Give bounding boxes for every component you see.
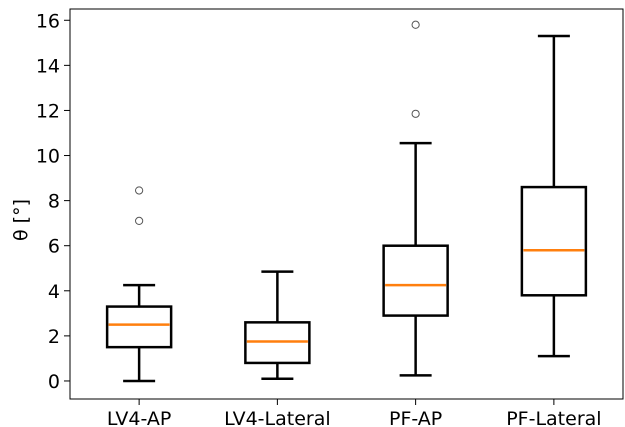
y-tick-label: 12: [36, 100, 60, 122]
y-axis: 0 2 4 6 8 10 12 14 16: [36, 10, 70, 393]
outlier-point: [135, 216, 144, 226]
box-group: [382, 20, 449, 377]
x-tick-label: PF-Lateral: [506, 408, 601, 427]
box-group: [105, 186, 173, 383]
y-tick-label: 0: [48, 371, 60, 393]
x-tick-label: LV4-Lateral: [224, 408, 331, 427]
y-axis-label: θ [°]: [10, 199, 32, 241]
outlier-point: [411, 20, 420, 29]
x-tick-label: PF-AP: [389, 408, 442, 427]
y-tick-label: 2: [48, 326, 60, 348]
iqr-box: [520, 185, 588, 297]
box-group: [244, 270, 311, 380]
y-tick-label: 6: [48, 236, 60, 258]
outlier-point: [135, 186, 144, 195]
y-tick-label: 16: [36, 10, 60, 32]
y-tick-label: 4: [48, 281, 60, 303]
y-tick-label: 8: [48, 191, 60, 213]
x-axis: LV4-AP LV4-Lateral PF-AP PF-Lateral: [107, 399, 602, 427]
boxes: [105, 20, 588, 383]
iqr-box: [382, 244, 449, 317]
plot-area: [69, 8, 624, 400]
y-tick-label: 14: [36, 55, 60, 77]
iqr-box: [105, 305, 173, 349]
y-tick-label: 10: [36, 146, 60, 168]
plot-frame: [69, 8, 624, 400]
x-tick-label: LV4-AP: [107, 408, 171, 427]
box-group: [520, 34, 588, 358]
outlier-point: [411, 109, 420, 118]
